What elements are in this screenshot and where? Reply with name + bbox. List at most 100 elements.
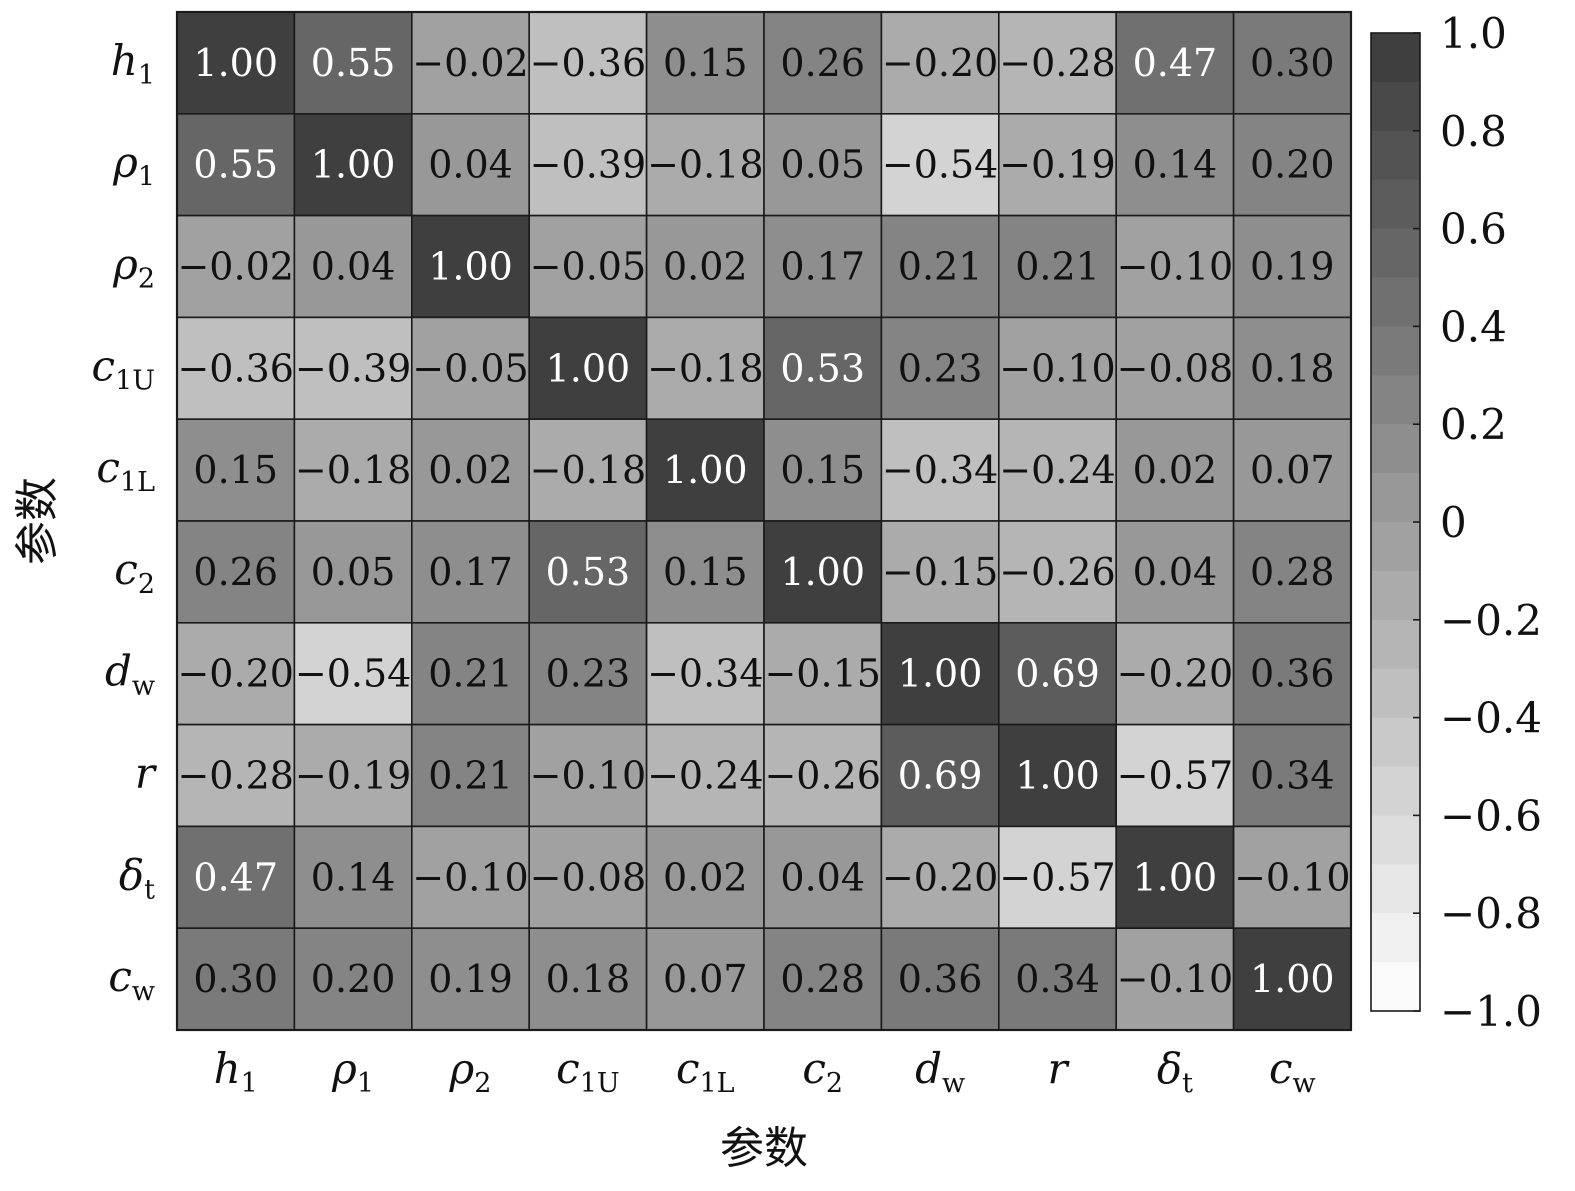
cell-value-label: 0.21 xyxy=(898,245,983,289)
heatmap-cell xyxy=(997,723,1117,828)
heatmap-cell xyxy=(880,418,1000,522)
y-tick-label: dw xyxy=(105,647,155,702)
cell-value-label: 1.00 xyxy=(663,448,748,492)
heatmap-cell xyxy=(176,11,296,115)
cell-value-label: −0.26 xyxy=(764,754,880,798)
cell-value-label: 0.15 xyxy=(663,550,748,594)
colorbar-segment xyxy=(1371,277,1420,327)
heatmap-cell xyxy=(763,418,883,522)
cell-value-label: 0.23 xyxy=(898,346,983,390)
heatmap-cell xyxy=(997,825,1117,930)
cell-value-label: 0.04 xyxy=(1133,550,1218,594)
cell-value-label: 1.00 xyxy=(780,550,865,594)
cell-value-label: −0.10 xyxy=(1234,855,1350,899)
cell-value-label: −0.28 xyxy=(999,41,1115,85)
cell-value-label: 1.00 xyxy=(1133,855,1218,899)
x-tick-label: c2 xyxy=(802,1044,843,1099)
cell-value-label: 0.47 xyxy=(1133,41,1218,85)
heatmap-cell xyxy=(645,418,765,522)
colorbar-tick-label: 0.8 xyxy=(1440,107,1507,156)
heatmap-cell xyxy=(528,621,648,726)
cell-value-label: 0.02 xyxy=(428,448,513,492)
heatmap-cells: 1.00 0.55 −0.02 −0.36 0.15 0.26 −0.20 −0.28 0.47… xyxy=(176,11,1352,1031)
heatmap-cell xyxy=(763,316,883,420)
colorbar-tick-label: 0.2 xyxy=(1440,400,1507,449)
cell-value-label: −0.10 xyxy=(1117,245,1233,289)
cell-value-label: −0.10 xyxy=(999,346,1115,390)
colorbar-tick-label: −0.4 xyxy=(1440,694,1542,743)
cell-value-label: 0.05 xyxy=(311,550,396,594)
heatmap-cell xyxy=(176,214,296,319)
colorbar-segment xyxy=(1371,81,1420,132)
cell-value-label: 0.15 xyxy=(663,41,748,85)
cell-value-label: 0.28 xyxy=(1250,550,1335,594)
y-tick-label: c1U xyxy=(92,341,155,396)
y-tick-label: ρ1 xyxy=(112,138,155,193)
heatmap-cell xyxy=(410,520,530,624)
colorbar-segment xyxy=(1371,228,1420,279)
cell-value-label: 0.23 xyxy=(546,652,631,696)
heatmap-cell xyxy=(645,723,765,828)
heatmap-cell xyxy=(293,418,413,522)
heatmap-cell xyxy=(528,113,648,217)
colorbar-segment xyxy=(1371,424,1420,474)
colorbar-tick-label: 0.6 xyxy=(1440,205,1507,254)
heatmap-cell xyxy=(410,723,530,828)
x-tick-label: ρ1 xyxy=(331,1044,374,1099)
heatmap-cell xyxy=(176,621,296,726)
colorbar-segment xyxy=(1371,815,1420,865)
cell-value-label: 0.14 xyxy=(1133,143,1218,187)
cell-value-label: −0.18 xyxy=(647,143,763,187)
cell-value-label: 0.15 xyxy=(193,448,278,492)
cell-value-label: −0.34 xyxy=(882,448,998,492)
colorbar-segment xyxy=(1371,326,1420,376)
cell-value-label: 0.19 xyxy=(428,957,513,1001)
cell-value-label: −0.36 xyxy=(530,41,646,85)
heatmap-cell xyxy=(1115,214,1235,319)
heatmap-cell xyxy=(410,214,530,319)
heatmap-cell xyxy=(528,723,648,828)
cell-value-label: −0.57 xyxy=(999,855,1115,899)
colorbar-tick-label: −0.2 xyxy=(1440,596,1542,645)
cell-value-label: 0.17 xyxy=(780,245,865,289)
colorbar-segment xyxy=(1371,130,1420,181)
heatmap-cell xyxy=(528,520,648,624)
cell-value-label: 0.18 xyxy=(546,957,631,1001)
cell-value-label: 0.17 xyxy=(428,550,513,594)
cell-value-label: 0.04 xyxy=(428,143,513,187)
cell-value-label: 0.28 xyxy=(780,957,865,1001)
colorbar-tick-label: −0.6 xyxy=(1440,791,1542,840)
heatmap-cell xyxy=(1115,418,1235,522)
cell-value-label: 0.69 xyxy=(898,754,983,798)
heatmap-cell xyxy=(645,825,765,930)
cell-value-label: −0.19 xyxy=(295,754,411,798)
cell-value-label: 0.47 xyxy=(193,855,278,899)
cell-value-label: −0.10 xyxy=(412,855,528,899)
heatmap-cell xyxy=(1232,418,1352,522)
cell-value-label: 0.26 xyxy=(193,550,278,594)
heatmap-cell xyxy=(880,214,1000,319)
cell-value-label: 0.26 xyxy=(780,41,865,85)
cell-value-label: −0.39 xyxy=(295,346,411,390)
colorbar-segment xyxy=(1371,619,1420,670)
cell-value-label: −0.36 xyxy=(177,346,293,390)
colorbar-segment xyxy=(1371,913,1420,963)
cell-value-label: −0.20 xyxy=(882,855,998,899)
colorbar-tick-label: 1.0 xyxy=(1440,9,1507,58)
heatmap-cell xyxy=(1115,113,1235,217)
heatmap-cell xyxy=(528,825,648,930)
cell-value-label: −0.24 xyxy=(999,448,1115,492)
cell-value-label: 0.21 xyxy=(1015,245,1100,289)
cell-value-label: 0.19 xyxy=(1250,245,1335,289)
heatmap-frame xyxy=(175,10,1353,1032)
colorbar-segment xyxy=(1371,570,1420,621)
heatmap-cell xyxy=(763,11,883,115)
cell-value-label: 1.00 xyxy=(428,245,513,289)
x-tick-label: dw xyxy=(915,1044,965,1099)
heatmap-cell xyxy=(763,621,883,726)
heatmap-cell xyxy=(1115,316,1235,420)
cell-value-label: 0.21 xyxy=(428,652,513,696)
heatmap-cell xyxy=(176,520,296,624)
colorbar-segment xyxy=(1371,864,1420,914)
heatmap-cell xyxy=(293,927,413,1031)
